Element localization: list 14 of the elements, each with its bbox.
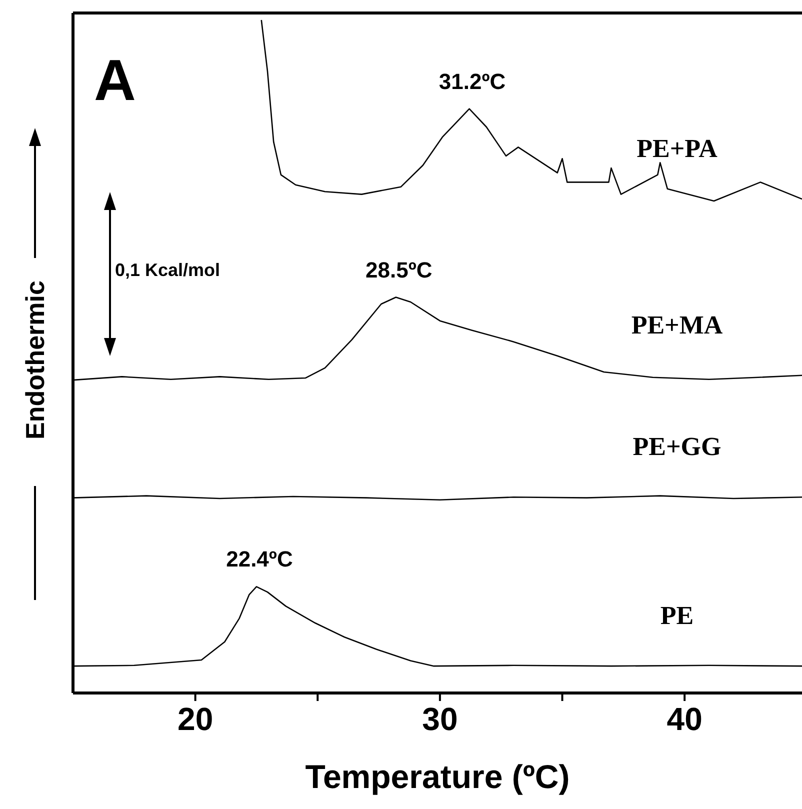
series-label: PE+GG [632, 432, 722, 462]
annotation: 22.4ºC [226, 546, 293, 572]
annotation: 28.5ºC [366, 257, 432, 282]
series-label: PE+MA [631, 310, 723, 340]
series-label: PE+PA [636, 134, 718, 164]
annotation: 0,1 Kcal/mol [115, 260, 220, 280]
x-tick-label: 30 [422, 701, 458, 737]
x-tick-label: 40 [666, 701, 702, 737]
annotation: A [94, 48, 136, 113]
annotation: 31.2ºC [438, 68, 506, 94]
y-axis-title: Endothermic [20, 280, 50, 440]
x-tick-label: 20 [178, 701, 214, 737]
x-axis-title: Temperature (ºC) [305, 758, 570, 795]
series-label: PE [660, 601, 694, 630]
